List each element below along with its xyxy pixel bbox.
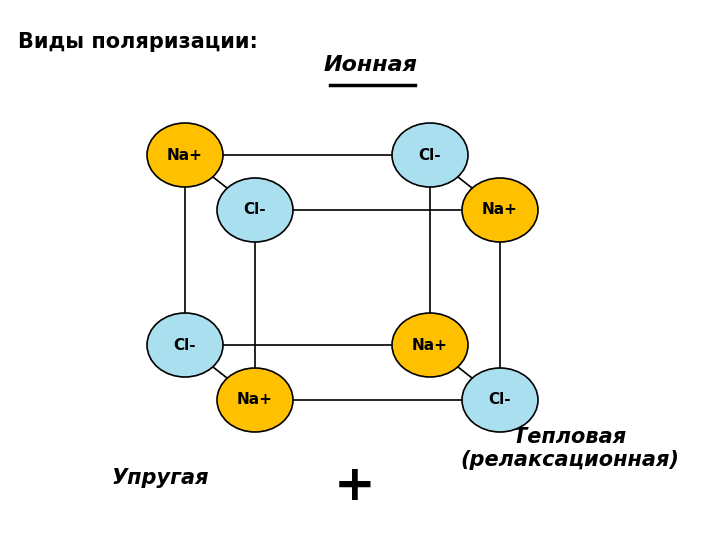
- Text: Cl-: Cl-: [243, 202, 266, 218]
- Text: Cl-: Cl-: [419, 147, 441, 163]
- Text: Na+: Na+: [237, 393, 273, 408]
- Ellipse shape: [147, 123, 223, 187]
- Ellipse shape: [392, 123, 468, 187]
- Ellipse shape: [392, 313, 468, 377]
- Text: Cl-: Cl-: [174, 338, 197, 353]
- Text: Na+: Na+: [482, 202, 518, 218]
- Text: Упругая: Упругая: [112, 468, 209, 488]
- Ellipse shape: [147, 313, 223, 377]
- Text: Cl-: Cl-: [489, 393, 511, 408]
- Text: Виды поляризации:: Виды поляризации:: [18, 32, 258, 52]
- Text: Тепловая
(релаксационная): Тепловая (релаксационная): [461, 427, 680, 470]
- Text: Na+: Na+: [412, 338, 448, 353]
- Text: +: +: [334, 462, 376, 510]
- Ellipse shape: [217, 178, 293, 242]
- Text: Ионная: Ионная: [323, 55, 417, 75]
- Text: Na+: Na+: [167, 147, 203, 163]
- Ellipse shape: [217, 368, 293, 432]
- Ellipse shape: [462, 368, 538, 432]
- Ellipse shape: [462, 178, 538, 242]
